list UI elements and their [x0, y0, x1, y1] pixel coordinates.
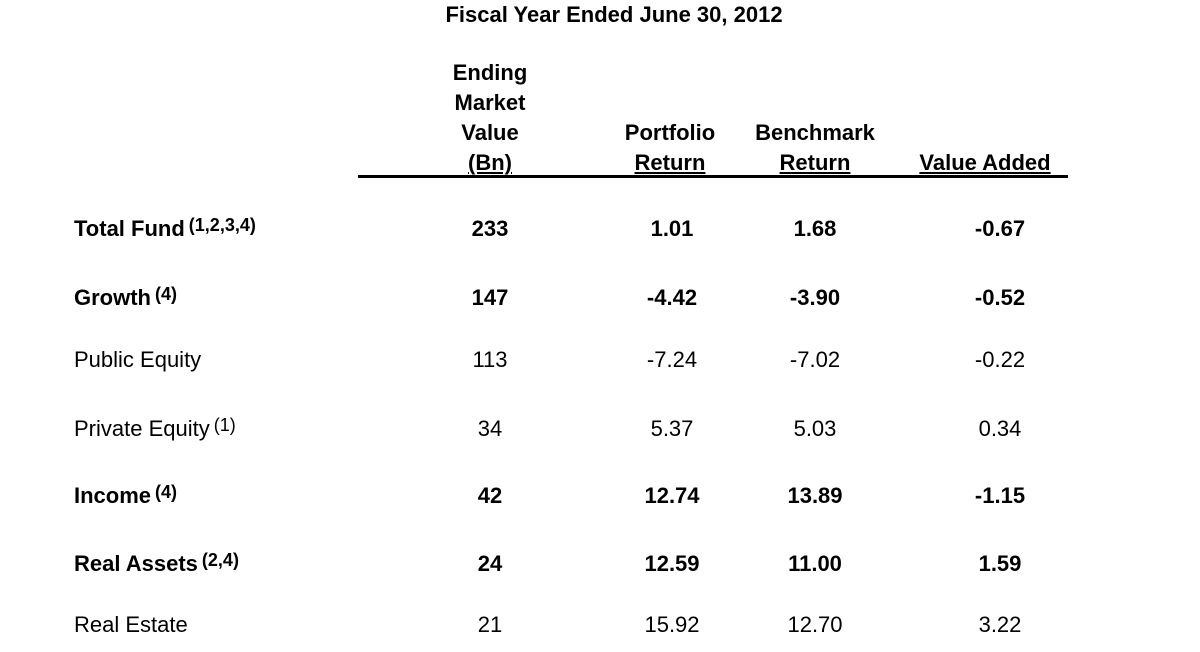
table-row: Growth (4) 147 -4.42 -3.90 -0.52	[0, 284, 1200, 325]
benchmark-return-cell: 5.03	[793, 416, 837, 441]
row-label: Total Fund (1,2,3,4)	[74, 215, 256, 241]
value-added-cell: -0.67	[974, 216, 1026, 241]
table-row: Income (4) 42 12.74 13.89 -1.15	[0, 482, 1200, 523]
row-label: Real Estate	[74, 612, 188, 637]
value-added-cell: -0.22	[974, 347, 1026, 372]
table-row: Public Equity 113 -7.24 -7.02 -0.22	[0, 347, 1200, 387]
portfolio-return-cell: -4.42	[646, 285, 698, 310]
header-benchmark-return: Benchmark Return	[740, 118, 890, 178]
row-label: Income (4)	[74, 482, 178, 508]
market-value-cell: 21	[477, 612, 503, 637]
table-row: Real Estate 21 15.92 12.70 3.22	[0, 612, 1200, 652]
value-added-cell: 0.34	[978, 416, 1022, 441]
portfolio-return-cell: -7.24	[646, 347, 698, 372]
market-value-cell: 42	[477, 483, 503, 508]
value-added-cell: -0.52	[974, 285, 1026, 310]
market-value-cell: 147	[471, 285, 509, 310]
header-line: Portfolio	[624, 120, 716, 145]
benchmark-return-cell: -7.02	[789, 347, 841, 372]
header-line: Market	[454, 90, 526, 115]
header-rule	[358, 175, 1068, 178]
value-added-cell: 1.59	[978, 551, 1022, 576]
header-line: Value Added	[919, 150, 1051, 175]
benchmark-return-cell: 13.89	[787, 483, 843, 508]
header-line: Value	[461, 120, 519, 145]
market-value-cell: 34	[477, 416, 503, 441]
market-value-cell: 24	[477, 551, 503, 576]
portfolio-return-cell: 15.92	[644, 612, 700, 637]
row-label: Growth (4)	[74, 284, 177, 310]
portfolio-return-cell: 12.59	[644, 551, 700, 576]
market-value-cell: 233	[471, 216, 509, 241]
benchmark-return-cell: 1.68	[793, 216, 837, 241]
header-line: Benchmark	[755, 120, 875, 145]
row-label: Real Assets (2,4)	[74, 550, 239, 576]
row-label: Public Equity	[74, 347, 202, 372]
value-added-cell: 3.22	[978, 612, 1022, 637]
benchmark-return-cell: 11.00	[788, 551, 842, 576]
header-line: Return	[779, 150, 851, 175]
header-market-value: Ending Market Value (Bn)	[430, 58, 550, 178]
header-line: (Bn)	[468, 150, 512, 175]
value-added-cell: -1.15	[974, 483, 1026, 508]
market-value-cell: 113	[472, 347, 508, 372]
header-value-added: Value Added	[900, 148, 1070, 178]
portfolio-return-cell: 5.37	[650, 416, 694, 441]
table-title: Fiscal Year Ended June 30, 2012	[445, 2, 783, 27]
header-line: Ending	[452, 60, 528, 85]
table-row: Total Fund (1,2,3,4) 233 1.01 1.68 -0.67	[0, 215, 1200, 256]
benchmark-return-cell: -3.90	[789, 285, 841, 310]
portfolio-return-cell: 1.01	[650, 216, 694, 241]
header-line: Return	[634, 150, 706, 175]
benchmark-return-cell: 12.70	[787, 612, 843, 637]
portfolio-return-cell: 12.74	[644, 483, 700, 508]
table-row: Real Assets (2,4) 24 12.59 11.00 1.59	[0, 550, 1200, 591]
header-portfolio-return: Portfolio Return	[600, 118, 740, 178]
table-row: Private Equity (1) 34 5.37 5.03 0.34	[0, 415, 1200, 456]
row-label: Private Equity (1)	[74, 415, 236, 441]
